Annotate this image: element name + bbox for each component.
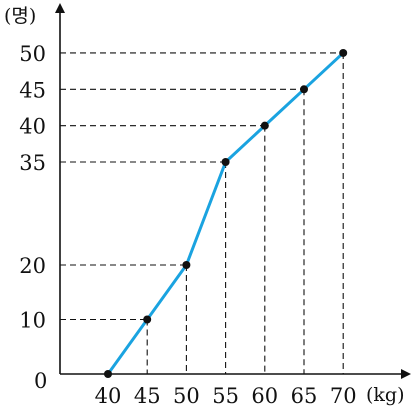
y-tick-label: 50: [19, 42, 46, 66]
y-tick-label: 10: [19, 309, 46, 333]
x-tick-label: 55: [212, 384, 239, 408]
x-tick-label: 70: [330, 384, 357, 408]
guide-lines: [60, 52, 344, 374]
data-point: [260, 121, 269, 130]
x-tick-label: 60: [251, 384, 278, 408]
y-tick-label: 45: [19, 78, 46, 102]
x-axis-unit-label: (kg): [366, 384, 405, 406]
y-tick-label: 40: [19, 115, 46, 139]
x-tick-label: 65: [291, 384, 318, 408]
data-point: [300, 85, 308, 94]
data-point: [339, 48, 348, 57]
y-tick-label: 35: [19, 151, 46, 175]
y-tick-label: 20: [19, 254, 46, 278]
data-point: [104, 370, 112, 378]
x-tick-label: 40: [95, 384, 122, 408]
tick-labels: 40 45 50 55 60 65 70 10 20 35 40 45 50: [19, 42, 356, 408]
x-tick-label: 50: [173, 384, 200, 408]
data-point: [221, 158, 230, 166]
series-layer: [104, 48, 348, 378]
data-point: [143, 315, 152, 324]
x-tick-label: 45: [134, 384, 161, 408]
y-axis-unit-label: (명): [4, 5, 36, 27]
data-point: [182, 261, 191, 269]
origin-label: 0: [34, 369, 47, 393]
